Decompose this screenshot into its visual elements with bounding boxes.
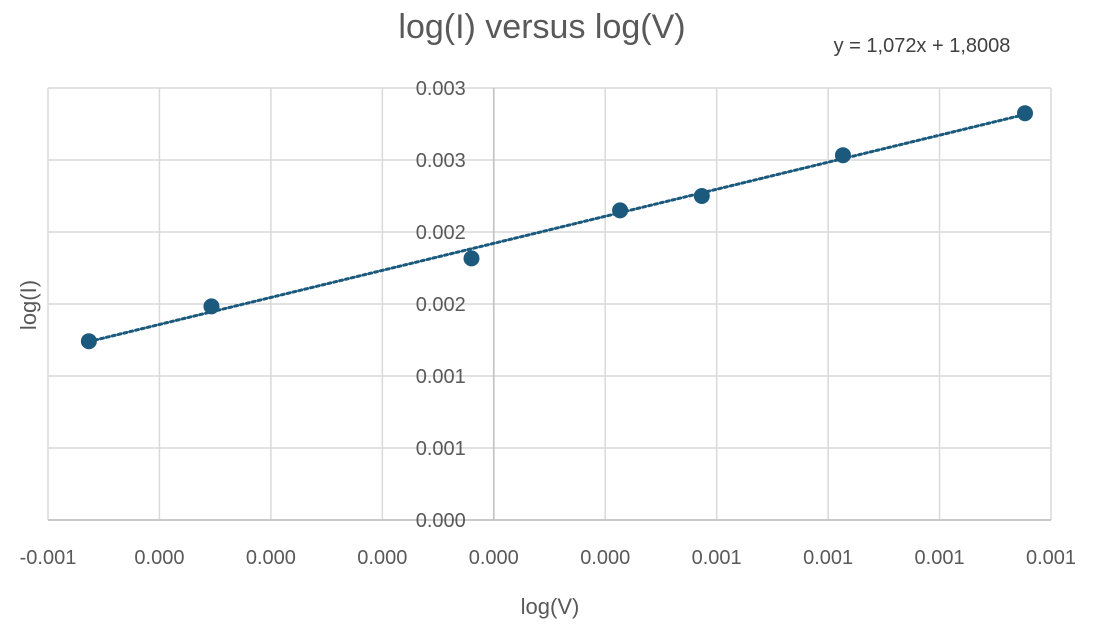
x-tick-label: 0.000 [246, 547, 296, 569]
y-tick-label: 0.001 [416, 366, 466, 388]
data-point [463, 250, 480, 267]
y-tick-label: 0.002 [416, 294, 466, 316]
x-tick-label: 0.000 [580, 547, 630, 569]
data-point [834, 147, 851, 164]
y-tick-label: 0.002 [416, 222, 466, 244]
x-tick-label: 0.001 [692, 547, 742, 569]
x-tick-label: -0.001 [20, 547, 77, 569]
trendline-layer [87, 112, 1027, 344]
y-axis-label: log(I) [16, 280, 41, 330]
x-tick-label: 0.001 [1026, 547, 1076, 569]
tick-labels: -0.001 0.000 0.000 0.000 0.000 0.000 0.001 0.00… [20, 78, 1076, 569]
chart-title: log(I) versus log(V) [398, 8, 685, 46]
x-tick-label: 0.000 [469, 547, 519, 569]
data-point [1016, 105, 1033, 122]
data-point [612, 202, 629, 219]
x-tick-label: 0.000 [357, 547, 407, 569]
x-axis-label: log(V) [521, 594, 580, 619]
data-point [693, 188, 710, 204]
y-tick-label: 0.000 [416, 510, 466, 532]
data-point [203, 298, 220, 315]
axes [48, 88, 1051, 521]
trendline-equation: y = 1,072x + 1,8008 [834, 35, 1011, 57]
y-tick-label: 0.003 [416, 78, 466, 100]
trendline [87, 112, 1027, 344]
y-tick-label: 0.003 [416, 150, 466, 172]
x-tick-label: 0.001 [803, 547, 853, 569]
data-point [80, 333, 97, 350]
data-points [80, 105, 1033, 350]
y-tick-label: 0.001 [416, 438, 466, 460]
x-tick-label: 0.001 [915, 547, 965, 569]
x-tick-label: 0.000 [134, 547, 184, 569]
gridlines [47, 87, 1052, 521]
